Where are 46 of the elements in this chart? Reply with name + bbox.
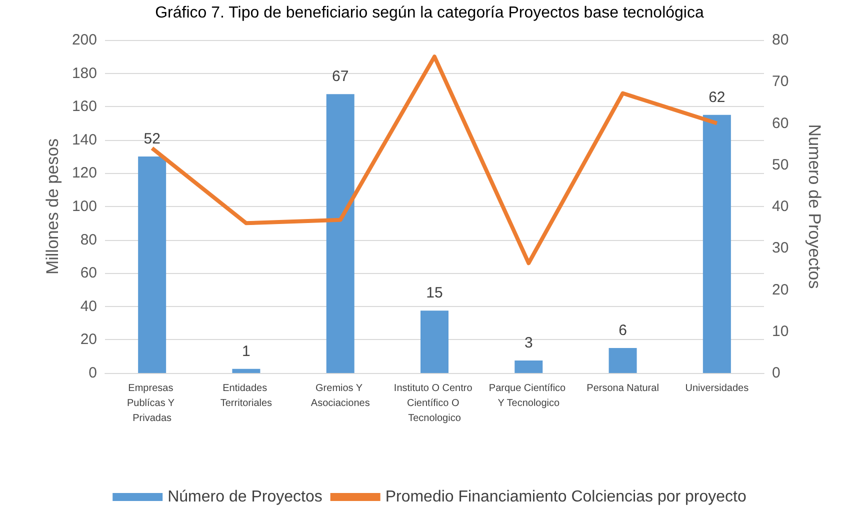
x-tick-label: Universidades bbox=[685, 383, 749, 394]
x-tick-label: Persona Natural bbox=[586, 383, 659, 394]
data-label: 1 bbox=[242, 342, 250, 360]
bar bbox=[514, 360, 543, 373]
y2-tick-label: 70 bbox=[772, 73, 789, 90]
x-tick-label: Instituto O Centro Científico O Tecnologico bbox=[394, 383, 476, 424]
legend-label: Promedio Financiamiento Colciencias por proyecto bbox=[385, 488, 746, 506]
y-tick-label: 40 bbox=[80, 298, 97, 315]
y2-tick-label: 20 bbox=[772, 281, 789, 298]
y-tick-label: 100 bbox=[72, 198, 97, 215]
y-tick-label: 120 bbox=[72, 164, 97, 182]
x-tick-label: Gremios Y Asociaciones bbox=[310, 383, 370, 409]
bar bbox=[420, 310, 448, 373]
bar bbox=[138, 156, 166, 373]
data-label: 3 bbox=[524, 334, 533, 352]
y2-tick-label: 0 bbox=[772, 364, 780, 382]
y2-tick-label: 30 bbox=[772, 240, 789, 257]
data-label: 52 bbox=[144, 130, 160, 148]
data-label: 62 bbox=[708, 88, 726, 106]
bar bbox=[702, 114, 731, 373]
y2-axis-title: Numero de Proyectos bbox=[805, 124, 824, 289]
bar bbox=[608, 348, 637, 373]
bar bbox=[326, 94, 354, 373]
data-label: 6 bbox=[618, 322, 627, 340]
data-label: 15 bbox=[426, 284, 443, 302]
bar bbox=[232, 368, 260, 373]
y-tick-label: 0 bbox=[88, 364, 97, 382]
y-axis-title: Millones de pesos bbox=[43, 138, 62, 275]
x-tick-label: Empresas Publícas Y Privadas bbox=[126, 383, 178, 424]
legend-label: Número de Proyectos bbox=[168, 488, 322, 506]
y-tick-label: 180 bbox=[72, 64, 97, 82]
y2-tick-label: 50 bbox=[772, 156, 789, 174]
y2-tick-label: 80 bbox=[772, 32, 789, 48]
y-tick-label: 160 bbox=[72, 98, 97, 116]
x-tick-label: Entidades Territoriales bbox=[220, 383, 272, 409]
y2-tick-label: 60 bbox=[772, 114, 789, 132]
y2-tick-label: 40 bbox=[772, 198, 789, 215]
y-tick-label: 20 bbox=[80, 331, 97, 348]
data-label: 67 bbox=[332, 68, 349, 86]
y-tick-label: 60 bbox=[80, 264, 97, 282]
y-tick-label: 200 bbox=[72, 32, 97, 48]
x-tick-label: Parque Científico Y Tecnologico bbox=[488, 383, 568, 409]
y-tick-label: 140 bbox=[72, 131, 97, 148]
y2-tick-label: 10 bbox=[772, 322, 789, 340]
y-tick-label: 80 bbox=[80, 231, 97, 248]
chart-title: Gráfico 7. Tipo de beneficiario según la categoría Proyectos base tecnológica bbox=[155, 4, 704, 22]
